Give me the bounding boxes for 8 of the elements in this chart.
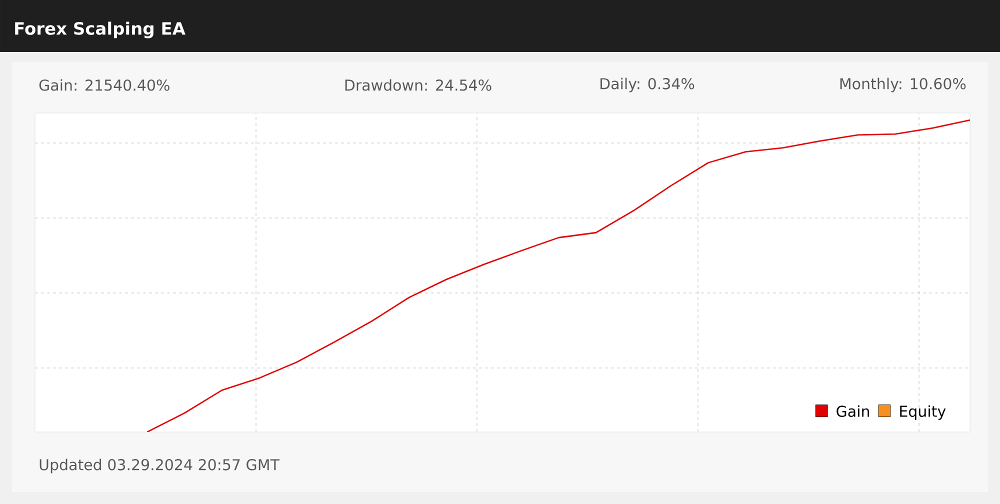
text: Gain: 21540.40% bbox=[39, 79, 170, 91]
text: Daily: 0.34% bbox=[600, 78, 694, 92]
legend-label: Equity bbox=[900, 405, 946, 420]
text: Drawdown: 24.54% bbox=[345, 79, 492, 91]
text: Updated 03.29.2024 20:57 GMT bbox=[40, 458, 280, 474]
legend-label: Gain bbox=[836, 405, 870, 417]
chart-title: Forex Scalping EA bbox=[15, 22, 186, 38]
text: Monthly: 10.60% bbox=[840, 78, 966, 92]
